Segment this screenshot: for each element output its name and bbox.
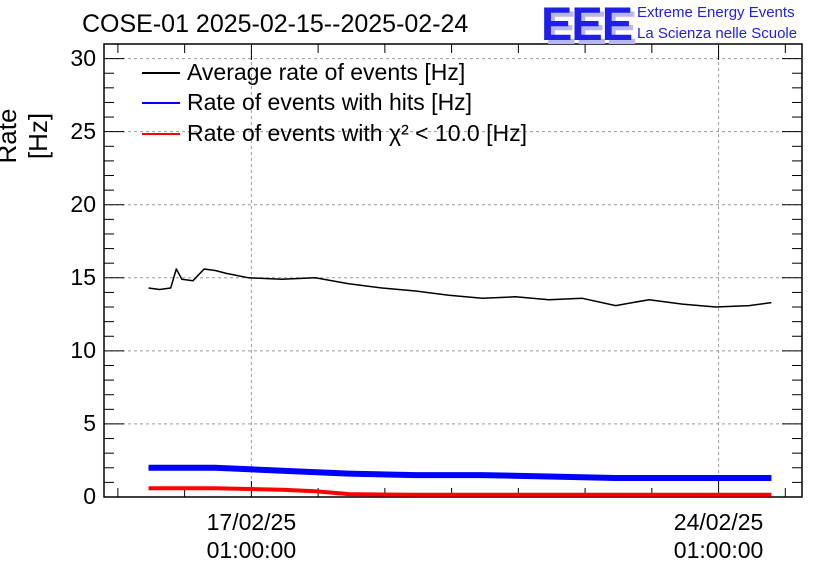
plot-frame <box>103 43 803 498</box>
x-tick-label: 24/02/25 01:00:00 <box>649 508 789 564</box>
eee-logo-shadow: EEE <box>545 1 637 54</box>
x-tick-label: 17/02/25 01:00:00 <box>181 508 321 564</box>
x-tick-date: 17/02/25 <box>206 509 297 535</box>
x-tick-date: 24/02/25 <box>673 509 764 535</box>
logo-subtitle-2: La Scienza nelle Scuole <box>637 25 798 42</box>
series-line <box>148 464 772 481</box>
y-tick-label: 25 <box>70 117 96 144</box>
legend-entry-average: Average rate of events [Hz] <box>187 59 466 85</box>
y-tick-label: 20 <box>70 190 96 217</box>
eee-logo: EEE <box>541 0 633 50</box>
y-axis-label: Rate [Hz] <box>0 108 53 164</box>
series-line <box>148 268 772 308</box>
legend-entry-hits: Rate of events with hits [Hz] <box>187 89 473 115</box>
y-tick-label: 0 <box>83 483 96 509</box>
y-tick-label: 30 <box>70 44 96 71</box>
chart-title: COSE-01 2025-02-15--2025-02-24 <box>82 10 469 38</box>
legend-entry-chi2: Rate of events with χ² < 10.0 [Hz] <box>187 120 527 146</box>
y-tick-label: 5 <box>83 409 96 436</box>
logo-subtitle-1: Extreme Energy Events <box>637 4 795 21</box>
x-tick-time: 01:00:00 <box>206 537 297 563</box>
y-tick-label: 15 <box>70 263 96 290</box>
x-tick-time: 01:00:00 <box>673 537 764 563</box>
series-line <box>148 486 772 497</box>
y-tick-label: 10 <box>70 336 96 363</box>
